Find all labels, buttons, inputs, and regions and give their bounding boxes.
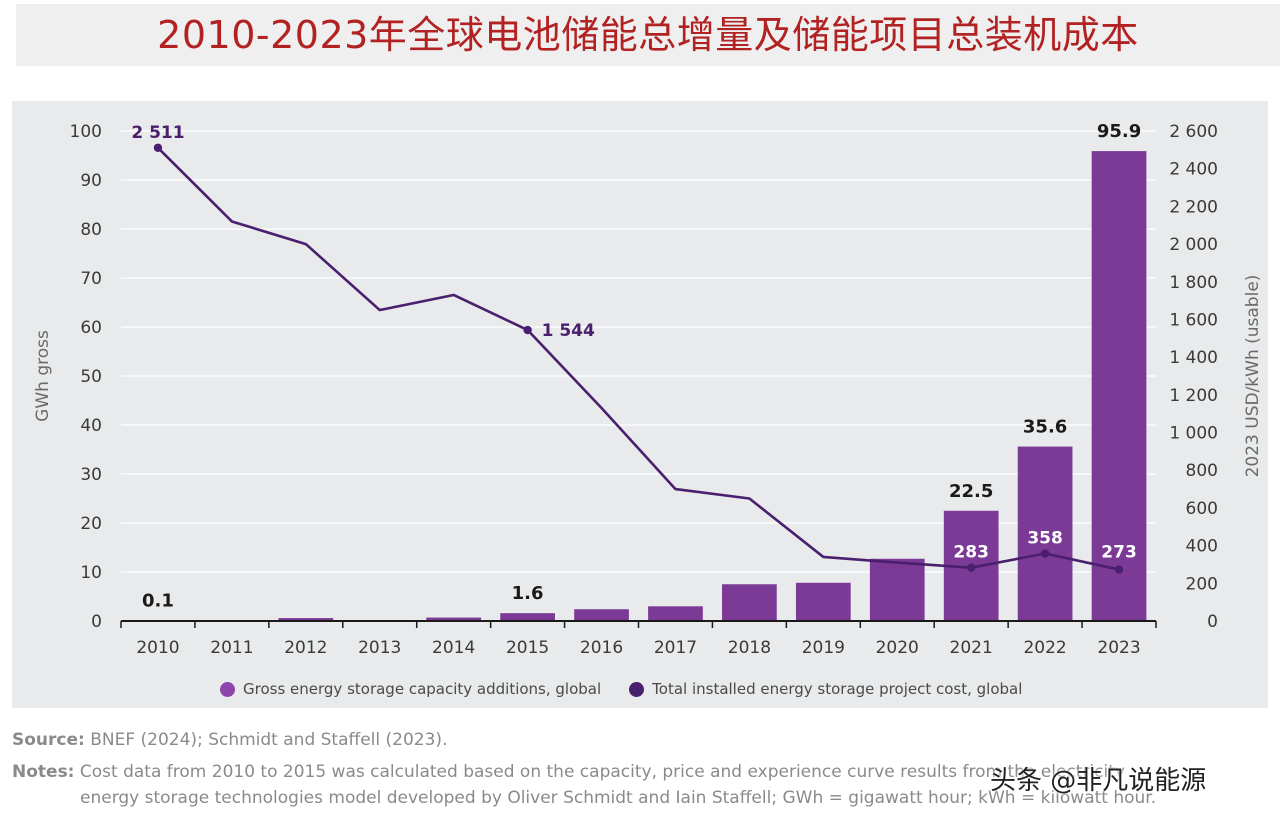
legend-item-line: Total installed energy storage project c… [629, 680, 1022, 698]
bar-2012 [278, 618, 334, 621]
source-label: Source: [12, 730, 85, 750]
cost-line [157, 146, 1120, 571]
y-right-tick-0: 0 [1207, 612, 1218, 632]
y-left-tick-0: 0 [91, 612, 102, 632]
x-tick-label-2017: 2017 [654, 638, 697, 658]
cost-value-label-2022: 358 [1027, 529, 1063, 549]
bar-2014 [426, 617, 482, 621]
bar-2023 [1091, 151, 1147, 621]
source-text: BNEF (2024); Schmidt and Staffell (2023)… [90, 730, 448, 750]
bar-value-label-2021: 22.5 [949, 481, 993, 502]
y-left-tick-2: 20 [80, 514, 102, 534]
y-left-tick-5: 50 [80, 367, 102, 387]
x-tick-label-2022: 2022 [1023, 638, 1066, 658]
x-tick-label-2020: 2020 [876, 638, 919, 658]
y-right-tick-13: 2 600 [1169, 122, 1218, 142]
y-right-tick-1: 200 [1186, 574, 1218, 594]
bar-value-label-2023: 95.9 [1097, 121, 1141, 142]
cost-point-2021 [966, 563, 976, 572]
x-tick-label-2011: 2011 [210, 638, 253, 658]
x-tick-label-2015: 2015 [506, 638, 549, 658]
legend-label-bars: Gross energy storage capacity additions,… [243, 680, 602, 698]
cost-point-2023 [1114, 565, 1124, 574]
legend-label-line: Total installed energy storage project c… [652, 680, 1023, 698]
source-note: Source: BNEF (2024); Schmidt and Staffel… [12, 727, 447, 753]
x-tick-label-2010: 2010 [136, 638, 179, 658]
y-left-axis-title: GWh gross [33, 330, 53, 422]
x-tick-label-2013: 2013 [358, 638, 401, 658]
legend-swatch-bars [220, 681, 235, 697]
y-right-tick-3: 600 [1186, 499, 1218, 519]
y-right-tick-2: 400 [1186, 537, 1218, 557]
bar-2015 [500, 613, 555, 621]
bar-value-label-2010: 0.1 [142, 591, 174, 612]
y-right-tick-8: 1 600 [1169, 310, 1218, 330]
bar-2020 [869, 558, 925, 621]
y-right-tick-11: 2 200 [1169, 197, 1218, 217]
notes-line-2: energy storage technologies model develo… [80, 788, 1157, 808]
bar-2019 [795, 582, 851, 621]
cost-point-2022 [1040, 549, 1050, 558]
notes-label: Notes: [12, 762, 75, 782]
bar-2018 [722, 584, 777, 621]
y-left-tick-8: 80 [80, 220, 102, 240]
watermark: 头条 @非凡说能源 [990, 766, 1207, 796]
cost-point-2010 [153, 143, 163, 152]
y-right-tick-7: 1 400 [1169, 348, 1218, 368]
bar-value-label-2022: 35.6 [1023, 417, 1067, 438]
y-left-tick-9: 90 [80, 171, 102, 191]
notes-line-1: Cost data from 2010 to 2015 was calculat… [79, 762, 1125, 782]
legend-swatch-line [629, 681, 645, 697]
bar-2017 [648, 606, 703, 621]
x-tick-label-2021: 2021 [950, 638, 993, 658]
x-tick-label-2023: 2023 [1097, 638, 1140, 658]
y-right-axis-title: 2023 USD/kWh (usable) [1243, 275, 1263, 478]
notes: Notes: Cost data from 2010 to 2015 was c… [12, 759, 1262, 811]
title-band: 2010-2023年全球电池储能总增量及储能项目总装机成本 [16, 4, 1280, 66]
bar-value-label-2015: 1.6 [512, 583, 544, 604]
cost-value-label-2010: 2 511 [131, 123, 184, 143]
legend-item-bars: Gross energy storage capacity additions,… [220, 680, 601, 698]
y-right-tick-4: 800 [1186, 461, 1218, 481]
y-left-tick-4: 40 [80, 416, 102, 436]
chart-legend: Gross energy storage capacity additions,… [220, 678, 1022, 700]
cost-value-label-2015: 1 544 [542, 321, 595, 341]
y-left-tick-1: 10 [80, 563, 102, 583]
cost-value-label-2023: 273 [1101, 543, 1137, 563]
y-left-tick-7: 70 [80, 269, 102, 289]
x-tick-label-2012: 2012 [284, 638, 327, 658]
bar-2016 [574, 609, 629, 621]
bar-2022 [1017, 446, 1073, 621]
cost-point-2015 [523, 325, 532, 335]
y-right-tick-10: 2 000 [1169, 235, 1218, 255]
x-tick-label-2014: 2014 [432, 638, 475, 658]
y-right-tick-12: 2 400 [1169, 160, 1218, 180]
x-tick-label-2019: 2019 [802, 638, 845, 658]
x-tick-label-2018: 2018 [728, 638, 771, 658]
y-left-tick-10: 100 [70, 122, 102, 142]
cost-value-label-2021: 283 [953, 543, 989, 563]
y-right-tick-9: 1 800 [1169, 273, 1218, 293]
page-title: 2010-2023年全球电池储能总增量及储能项目总装机成本 [157, 13, 1139, 57]
y-left-tick-3: 30 [80, 465, 102, 485]
y-right-tick-5: 1 000 [1169, 424, 1218, 444]
x-tick-label-2016: 2016 [580, 638, 623, 658]
y-right-tick-6: 1 200 [1169, 386, 1218, 406]
y-left-tick-6: 60 [80, 318, 102, 338]
